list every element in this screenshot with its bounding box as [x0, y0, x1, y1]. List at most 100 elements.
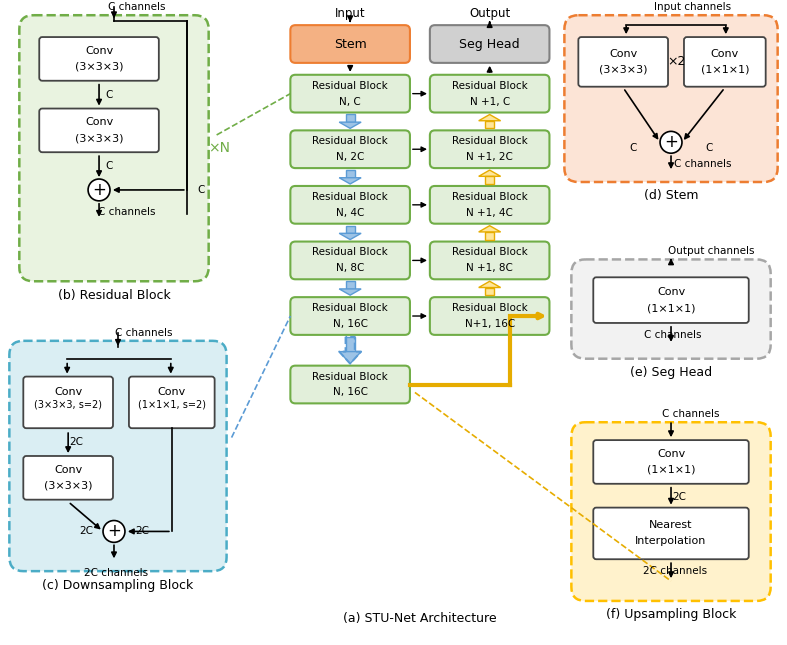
FancyBboxPatch shape [290, 130, 410, 168]
FancyBboxPatch shape [430, 25, 549, 63]
Text: 2C channels: 2C channels [84, 568, 148, 578]
Text: Conv: Conv [657, 449, 685, 459]
FancyBboxPatch shape [593, 508, 748, 559]
FancyBboxPatch shape [430, 297, 549, 335]
Text: (a) STU-Net Architecture: (a) STU-Net Architecture [343, 612, 497, 625]
Text: (1×1×1, s=2): (1×1×1, s=2) [138, 399, 205, 410]
Text: C: C [705, 143, 712, 154]
Text: 2C: 2C [135, 526, 149, 537]
Text: Conv: Conv [157, 388, 186, 397]
Text: C: C [105, 161, 113, 171]
FancyBboxPatch shape [571, 422, 770, 601]
Text: Residual Block: Residual Block [312, 192, 388, 202]
FancyBboxPatch shape [430, 242, 549, 279]
Text: ×2: ×2 [667, 55, 685, 68]
FancyBboxPatch shape [24, 377, 113, 428]
Text: Residual Block: Residual Block [452, 303, 527, 313]
Bar [485, 288, 494, 295]
FancyBboxPatch shape [20, 15, 209, 281]
FancyBboxPatch shape [24, 456, 113, 500]
Text: (3×3×3, s=2): (3×3×3, s=2) [34, 399, 102, 410]
Text: Conv: Conv [85, 117, 113, 128]
FancyBboxPatch shape [129, 377, 215, 428]
Text: Residual Block: Residual Block [452, 248, 527, 257]
Polygon shape [478, 226, 501, 232]
Text: ×N: ×N [208, 141, 230, 155]
Text: C: C [630, 143, 637, 154]
Text: (3×3×3): (3×3×3) [75, 62, 124, 72]
Text: (3×3×3): (3×3×3) [75, 134, 124, 143]
Text: 2C: 2C [69, 437, 83, 447]
Text: Conv: Conv [54, 465, 83, 475]
Text: C channels: C channels [108, 3, 165, 12]
FancyBboxPatch shape [593, 277, 748, 323]
Text: +: + [92, 181, 106, 199]
Text: Residual Block: Residual Block [312, 303, 388, 313]
FancyBboxPatch shape [290, 25, 410, 63]
Bar [345, 115, 355, 122]
Polygon shape [478, 281, 501, 288]
Text: N, 8C: N, 8C [336, 263, 364, 273]
Text: (3×3×3): (3×3×3) [44, 481, 92, 491]
Bar [345, 226, 355, 233]
FancyBboxPatch shape [290, 242, 410, 279]
FancyBboxPatch shape [290, 186, 410, 224]
Text: Residual Block: Residual Block [452, 136, 527, 146]
FancyBboxPatch shape [290, 75, 410, 112]
Polygon shape [478, 115, 501, 121]
Text: Output channels: Output channels [667, 246, 754, 257]
Text: Residual Block: Residual Block [312, 372, 388, 382]
Text: Residual Block: Residual Block [312, 248, 388, 257]
Text: Residual Block: Residual Block [312, 136, 388, 146]
Text: N, 16C: N, 16C [333, 319, 368, 329]
Text: C channels: C channels [645, 330, 702, 340]
Bar [345, 170, 355, 178]
Text: 2C: 2C [79, 526, 93, 537]
Text: (f) Upsampling Block: (f) Upsampling Block [606, 608, 736, 621]
Text: C: C [197, 185, 205, 195]
Text: Input: Input [334, 6, 365, 20]
FancyBboxPatch shape [430, 75, 549, 112]
Text: 2C channels: 2C channels [643, 566, 707, 576]
Text: (b) Residual Block: (b) Residual Block [57, 289, 170, 302]
Text: +: + [107, 522, 121, 541]
FancyBboxPatch shape [39, 108, 159, 152]
FancyBboxPatch shape [430, 130, 549, 168]
Text: Residual Block: Residual Block [452, 81, 527, 91]
Text: Conv: Conv [657, 287, 685, 297]
Bar [345, 281, 355, 289]
FancyBboxPatch shape [290, 297, 410, 335]
Text: +: + [664, 134, 678, 152]
Text: N, C: N, C [339, 97, 361, 106]
FancyBboxPatch shape [684, 37, 766, 86]
Polygon shape [339, 352, 361, 364]
FancyBboxPatch shape [593, 440, 748, 484]
Text: N+1, 16C: N+1, 16C [464, 319, 515, 329]
Polygon shape [339, 122, 361, 128]
Text: Output: Output [469, 6, 510, 20]
Text: (1×1×1): (1×1×1) [647, 465, 695, 475]
Circle shape [88, 179, 110, 201]
Text: Residual Block: Residual Block [312, 81, 388, 91]
FancyBboxPatch shape [578, 37, 668, 86]
FancyBboxPatch shape [571, 259, 770, 359]
Text: (1×1×1): (1×1×1) [647, 303, 695, 313]
Polygon shape [339, 233, 361, 239]
Text: N +1, 4C: N +1, 4C [466, 208, 513, 218]
Text: (e) Seg Head: (e) Seg Head [630, 366, 712, 379]
FancyBboxPatch shape [39, 37, 159, 81]
Text: Interpolation: Interpolation [635, 537, 707, 546]
Circle shape [660, 132, 682, 154]
Text: Stem: Stem [334, 37, 367, 50]
Text: N +1, 2C: N +1, 2C [466, 152, 513, 162]
Polygon shape [339, 289, 361, 295]
Text: (c) Downsampling Block: (c) Downsampling Block [42, 579, 194, 591]
Text: Conv: Conv [609, 49, 637, 59]
Text: 2C: 2C [672, 491, 686, 502]
Text: N, 4C: N, 4C [336, 208, 364, 218]
Polygon shape [339, 178, 361, 184]
Circle shape [103, 521, 125, 542]
Text: N, 16C: N, 16C [333, 388, 368, 397]
FancyBboxPatch shape [9, 341, 227, 571]
Text: Nearest: Nearest [649, 521, 693, 530]
